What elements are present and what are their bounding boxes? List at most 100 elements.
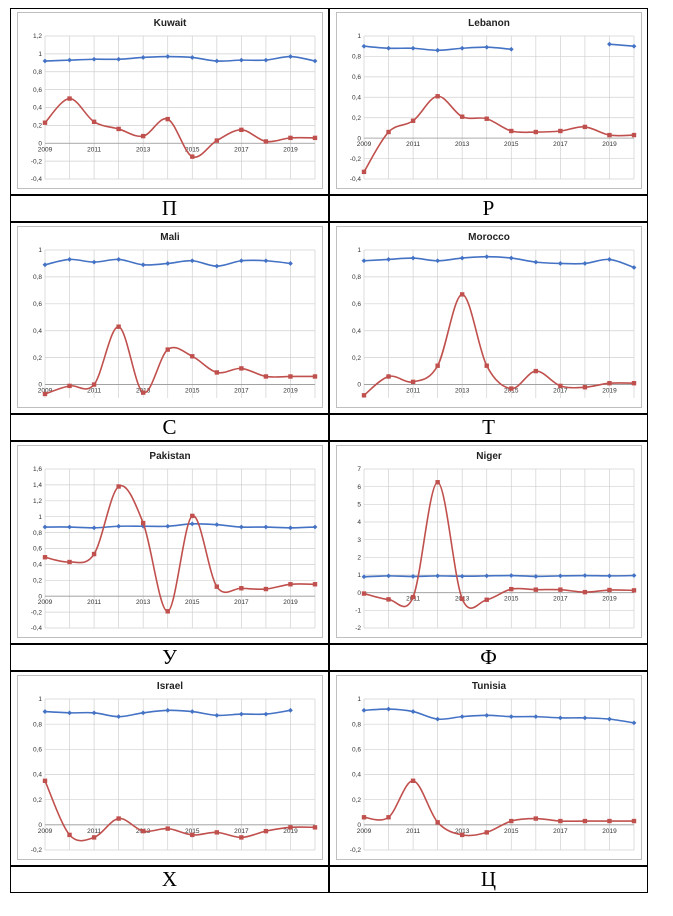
- y-tick-label: 1: [38, 514, 42, 521]
- data-point: [66, 832, 72, 838]
- x-tick-label: 2011: [406, 141, 420, 148]
- x-tick-label: 2013: [454, 828, 469, 835]
- data-point: [115, 324, 121, 329]
- data-point: [557, 261, 563, 266]
- data-point: [532, 259, 538, 265]
- data-point: [263, 139, 268, 144]
- data-point: [164, 707, 170, 713]
- y-tick-label: 3: [357, 537, 361, 544]
- data-point: [189, 513, 194, 519]
- x-tick-label: 2017: [553, 828, 568, 835]
- data-point: [287, 582, 293, 587]
- chart-title: Niger: [476, 451, 502, 462]
- data-point: [287, 825, 293, 830]
- data-point: [508, 255, 514, 261]
- chart-title: Morocco: [468, 232, 510, 243]
- chart-title: Tunisia: [471, 681, 506, 692]
- data-point: [582, 589, 587, 595]
- data-point: [385, 257, 391, 262]
- x-tick-label: 2017: [553, 141, 568, 148]
- data-point: [606, 818, 612, 824]
- chart-cell-kuwait: Kuwait -0,4 -0,2 0 0,2 0,4 0,6 0,8 1 1,2 2009 2011 2…: [10, 8, 329, 195]
- data-point: [42, 391, 47, 397]
- data-point: [140, 55, 146, 60]
- x-tick-label: 2017: [234, 146, 249, 153]
- data-point: [312, 524, 317, 530]
- y-tick-label: 0,4: [351, 328, 360, 335]
- data-point: [287, 135, 293, 141]
- y-tick-label: 0,8: [351, 274, 360, 281]
- data-point: [312, 825, 317, 830]
- y-tick-label: 0,6: [32, 747, 41, 754]
- data-point: [42, 524, 47, 530]
- table-row: Kuwait -0,4 -0,2 0 0,2 0,4 0,6 0,8 1 1,2 2009 2011 2…: [10, 8, 648, 195]
- x-tick-label: 2009: [37, 599, 52, 606]
- data-point: [287, 707, 293, 713]
- chart-cell-pakistan: Pakistan -0,4 -0,2 0 0,2 0,4 0,6 0,8 1 1,2 1,4 1,6 2…: [10, 441, 329, 644]
- data-point: [287, 525, 293, 531]
- data-point: [533, 129, 538, 135]
- table-row: С Т: [10, 414, 648, 441]
- y-tick-label: 2: [357, 555, 361, 562]
- chart-morocco: Morocco 0 0,2 0,4 0,6 0,8 1 2011 2013 2015 2017 201…: [335, 226, 642, 408]
- data-point: [410, 45, 415, 51]
- data-point: [91, 551, 96, 557]
- data-point: [484, 363, 489, 368]
- data-point: [434, 94, 440, 99]
- data-point: [410, 255, 415, 261]
- data-point: [214, 138, 219, 143]
- y-tick-label: 1,2: [32, 498, 41, 505]
- data-point: [483, 254, 489, 260]
- data-point: [238, 835, 244, 840]
- y-tick-label: 0,6: [351, 74, 360, 81]
- data-point: [42, 120, 47, 125]
- data-point: [140, 390, 145, 395]
- data-point: [631, 132, 636, 138]
- x-tick-label: 2011: [87, 599, 101, 606]
- data-point: [42, 58, 47, 64]
- y-tick-label: -0,4: [349, 176, 361, 183]
- data-point: [140, 710, 146, 716]
- data-point: [508, 128, 513, 134]
- x-tick-label: 2019: [283, 828, 298, 835]
- data-point: [483, 44, 489, 50]
- data-point: [312, 58, 317, 64]
- data-point: [42, 555, 47, 560]
- y-tick-label: 0,8: [32, 530, 41, 537]
- data-point: [410, 778, 415, 783]
- x-tick-label: 2015: [185, 146, 200, 153]
- x-tick-label: 2011: [87, 828, 101, 835]
- table-row: Pakistan -0,4 -0,2 0 0,2 0,4 0,6 0,8 1 1,2 1,4 1,6 2…: [10, 441, 648, 644]
- data-point: [312, 582, 317, 587]
- x-tick-label: 2011: [406, 828, 420, 835]
- data-point: [484, 830, 489, 835]
- y-tick-label: 0,4: [32, 772, 41, 779]
- data-point: [263, 828, 268, 834]
- data-point: [263, 586, 268, 592]
- data-point: [385, 573, 391, 579]
- y-tick-label: 0,4: [32, 328, 41, 335]
- chart-israel: Israel-0,200,20,40,60,812009201120132015…: [16, 675, 323, 860]
- data-point: [42, 262, 47, 268]
- x-tick-label: 2017: [234, 388, 249, 395]
- data-point: [164, 54, 170, 59]
- x-tick-label: 2019: [602, 828, 617, 835]
- data-point: [459, 596, 464, 602]
- y-tick-label: 0,2: [32, 797, 41, 804]
- data-point: [91, 525, 96, 531]
- y-tick-label: 0: [357, 382, 361, 389]
- data-point: [582, 573, 587, 578]
- data-point: [385, 129, 391, 135]
- data-point: [385, 815, 391, 820]
- data-point: [459, 255, 465, 261]
- x-tick-label: 2015: [504, 141, 519, 148]
- data-point: [115, 816, 121, 821]
- data-point: [115, 257, 121, 262]
- x-tick-label: 2019: [283, 388, 298, 395]
- x-tick-label: 2015: [185, 828, 200, 835]
- data-point: [287, 54, 293, 59]
- data-point: [533, 816, 538, 821]
- x-tick-label: 2015: [185, 388, 200, 395]
- data-point: [165, 116, 170, 122]
- y-tick-label: -0,2: [30, 158, 42, 165]
